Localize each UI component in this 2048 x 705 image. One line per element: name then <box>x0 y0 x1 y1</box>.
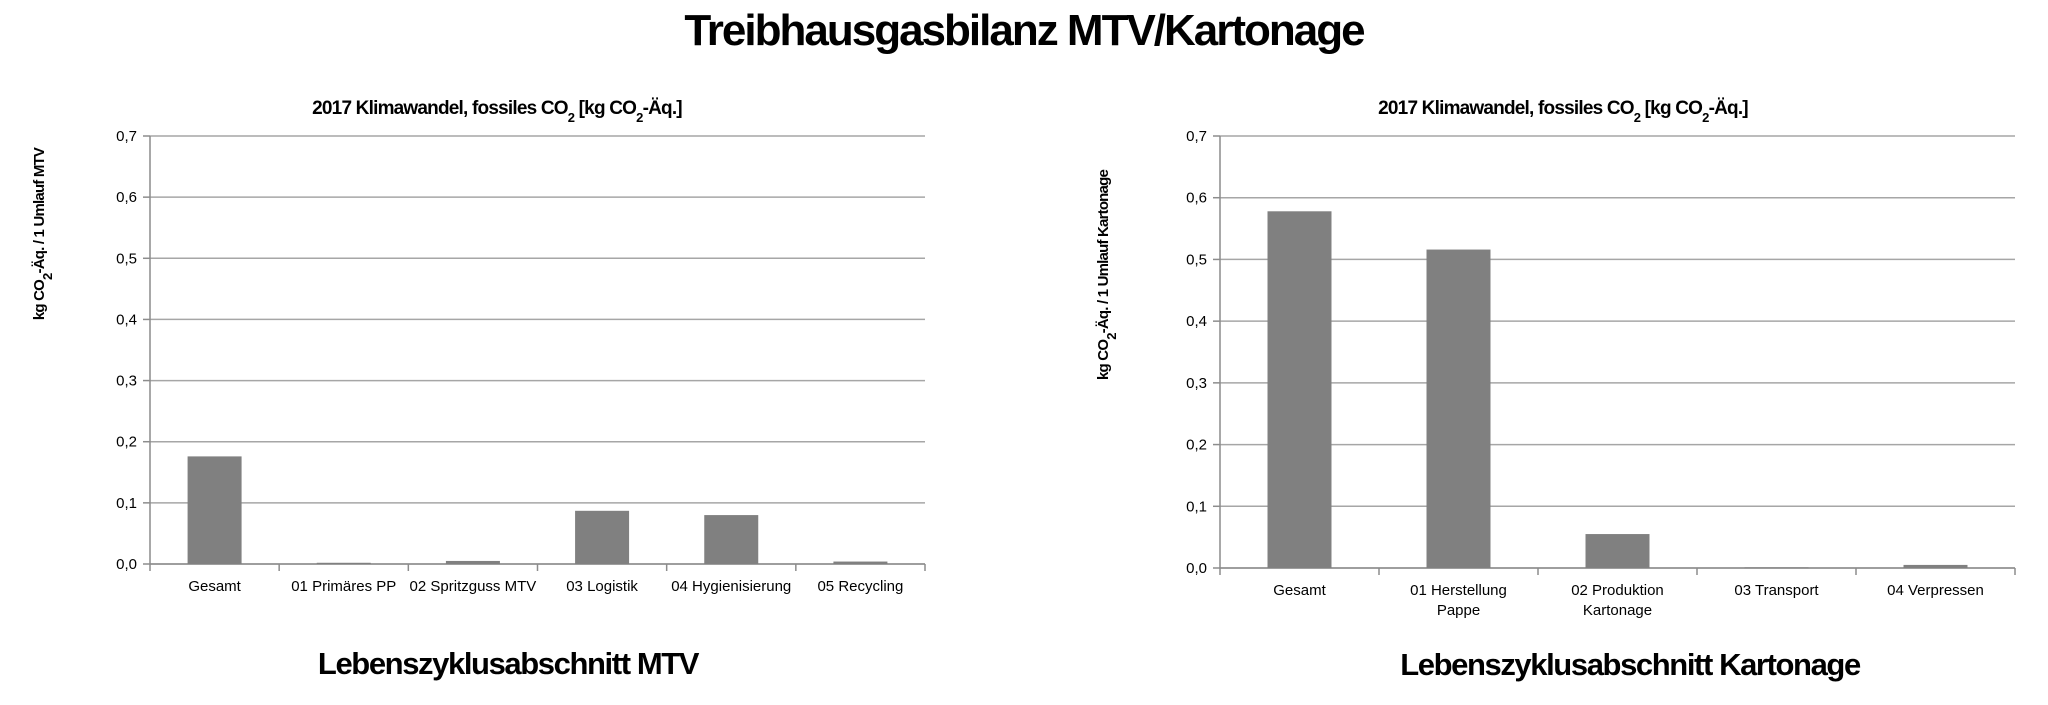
x-tick-label: Pappe <box>1437 602 1480 619</box>
y-tick-label: 0,7 <box>1186 128 1207 145</box>
x-axis-label: Lebenszyklusabschnitt MTV <box>318 646 700 681</box>
y-tick-label: 0,2 <box>116 434 137 451</box>
bar <box>316 562 371 564</box>
bar <box>704 515 759 564</box>
y-tick-label: 0,4 <box>116 311 137 328</box>
bar <box>1744 567 1809 569</box>
x-tick-label: 01 Primäres PP <box>291 578 396 595</box>
y-tick-label: 0,4 <box>1186 313 1207 330</box>
y-tick-label: 0,0 <box>1186 560 1207 577</box>
chart-2: 2017 Klimawandel, fossiles CO2 [kg CO2-Ä… <box>1095 98 2016 682</box>
bar <box>1267 211 1332 568</box>
x-tick-label: 04 Hygienisierung <box>671 578 791 595</box>
y-tick-label: 0,6 <box>1186 190 1207 207</box>
x-tick-label: Kartonage <box>1583 602 1652 619</box>
y-tick-label: 0,0 <box>116 556 137 573</box>
bar <box>187 456 242 564</box>
bar <box>833 561 888 564</box>
y-tick-label: 0,7 <box>116 128 137 145</box>
x-tick-label: 05 Recycling <box>817 578 903 595</box>
x-tick-label: 03 Logistik <box>566 578 638 595</box>
bar <box>1585 534 1650 568</box>
x-tick-label: 01 Herstellung <box>1410 582 1507 599</box>
page-title: Treibhausgasbilanz MTV/Kartonage <box>684 6 1365 55</box>
bar <box>575 510 630 564</box>
y-tick-label: 0,5 <box>1186 251 1207 268</box>
y-tick-label: 0,2 <box>1186 437 1207 454</box>
chart-1: 2017 Klimawandel, fossiles CO2 [kg CO2-Ä… <box>31 98 926 681</box>
y-tick-label: 0,1 <box>116 495 137 512</box>
chart-title: 2017 Klimawandel, fossiles CO2 [kg CO2-Ä… <box>1378 98 1748 125</box>
bar <box>1426 249 1491 568</box>
x-tick-label: 02 Produktion <box>1571 582 1664 599</box>
y-tick-label: 0,6 <box>116 189 137 206</box>
x-tick-label: 04 Verpressen <box>1887 582 1984 599</box>
y-tick-label: 0,3 <box>116 373 137 390</box>
y-axis-label: kg CO2-Äq. / 1 Umlauf MTV <box>31 147 55 320</box>
y-tick-label: 0,3 <box>1186 375 1207 392</box>
x-tick-label: 03 Transport <box>1734 582 1819 599</box>
x-tick-label: Gesamt <box>1273 582 1326 599</box>
bar <box>445 560 500 564</box>
y-tick-label: 0,1 <box>1186 498 1207 515</box>
x-tick-label: Gesamt <box>188 578 241 595</box>
bar <box>1903 564 1968 568</box>
chart-title: 2017 Klimawandel, fossiles CO2 [kg CO2-Ä… <box>312 98 682 125</box>
x-tick-label: 02 Spritzguss MTV <box>410 578 537 595</box>
y-tick-label: 0,5 <box>116 250 137 267</box>
y-axis-label: kg CO2-Äq. / 1 Umlauf Kartonage <box>1095 170 1119 380</box>
x-axis-label: Lebenszyklusabschnitt Kartonage <box>1400 647 1861 682</box>
